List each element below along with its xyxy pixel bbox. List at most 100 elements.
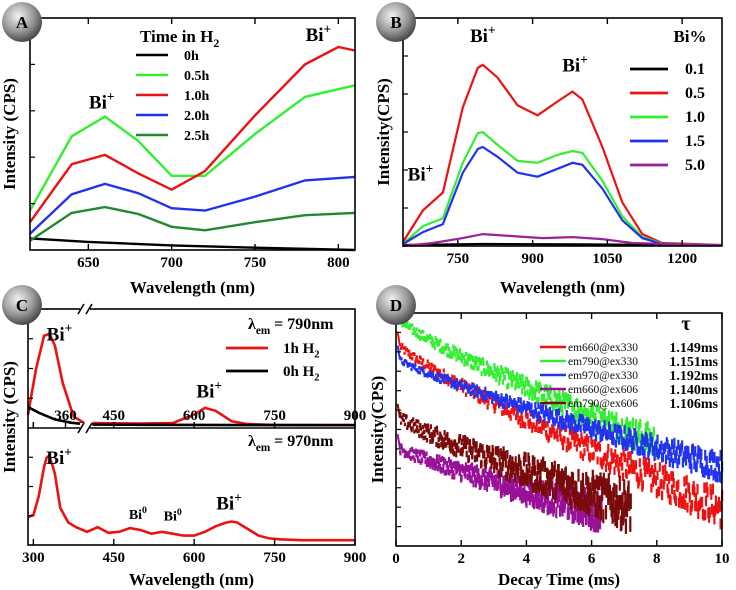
panel-d-point — [563, 488, 566, 501]
panel-d-point — [498, 469, 501, 478]
panel-b-ylabel: Intensity(CPS) — [374, 78, 393, 186]
panel-d-point — [415, 327, 418, 331]
panel-d-point — [670, 471, 673, 481]
panel-c-mid-xtick-label: 450 — [103, 408, 126, 424]
panel-d-point — [535, 492, 538, 503]
panel-d-point — [398, 343, 402, 347]
panel-d-point — [563, 436, 566, 444]
panel-d-point — [519, 377, 522, 384]
panel-d-point — [533, 409, 536, 416]
panel-d-point — [569, 441, 572, 449]
panel-d-point — [548, 416, 551, 424]
panel-d-point — [423, 454, 427, 459]
panel-d-point — [614, 449, 617, 458]
panel-d-point — [435, 454, 439, 460]
panel-d-point — [532, 482, 535, 493]
panel-d-point — [435, 441, 438, 447]
panel-badge-letter: C — [16, 296, 28, 315]
panel-d-point — [559, 434, 562, 442]
panel-d-point — [575, 481, 578, 495]
panel-d-point — [460, 474, 463, 481]
panel-d-point — [428, 461, 431, 466]
panel-d-point — [580, 480, 583, 494]
panel-a-annotation-0: Bi+ — [89, 89, 115, 114]
panel-d-point — [493, 363, 496, 369]
panel-d-point — [614, 423, 617, 432]
panel-d-point — [472, 480, 475, 488]
panel-d-point — [415, 453, 418, 458]
panel-d-point — [511, 456, 514, 466]
panel-d-point — [590, 492, 593, 506]
panel-d-point — [571, 511, 574, 524]
panel-d-point — [551, 410, 554, 418]
panel-d-legend-tau: 1.106ms — [669, 397, 718, 412]
panel-d-xtick-label: 4 — [523, 551, 531, 567]
panel-d-point — [449, 377, 452, 382]
panel-d-point — [419, 422, 422, 427]
panel-c-bottom-series-0 — [27, 453, 355, 542]
panel-d-point — [530, 402, 533, 410]
panel-d-point — [668, 457, 671, 468]
panel-d-point — [425, 363, 428, 368]
panel-d-point — [475, 360, 478, 365]
panel-d-point — [488, 371, 491, 377]
panel-d-point — [592, 518, 595, 532]
panel-d-point — [591, 507, 594, 522]
panel-d-point — [566, 413, 569, 421]
panel-d-point — [581, 415, 585, 423]
panel-c-top-series-2 — [27, 405, 85, 426]
panel-d-point — [501, 368, 504, 374]
panel-d-point — [625, 470, 628, 479]
panel-d-point — [460, 352, 463, 358]
panel-d-point — [648, 458, 651, 468]
panel-d-point — [438, 443, 441, 449]
panel-d-point — [566, 401, 570, 409]
panel-d-point — [521, 373, 524, 380]
panel-b-legend-label: 0.1 — [685, 61, 705, 78]
panel-d-point — [538, 381, 541, 388]
panel-d-point — [624, 490, 627, 506]
panel-d-point — [665, 471, 668, 481]
panel-b-legend-label: 5.0 — [685, 157, 705, 174]
panel-d-point — [413, 366, 416, 370]
panel-d-point — [569, 477, 572, 490]
panel-badge-circle — [376, 285, 416, 325]
panel-d-point — [454, 443, 457, 450]
panel-d-point — [492, 447, 495, 456]
panel-d-point — [558, 490, 561, 502]
panel-d-point — [475, 476, 478, 484]
panel-d-point — [453, 375, 456, 380]
panel-d-point — [487, 450, 490, 458]
panel-d-point — [446, 461, 449, 467]
panel-d-point — [626, 458, 629, 467]
panel-d-point — [544, 410, 547, 417]
panel-d-point — [441, 455, 444, 462]
panel-d-point — [511, 491, 515, 502]
panel-d-point — [419, 426, 422, 431]
panel-d-point — [511, 406, 515, 412]
panel-d-legend-label: em660@ex330 — [568, 342, 638, 354]
panel-d-point — [698, 447, 701, 458]
panel-d-point — [550, 462, 554, 474]
panel-d-point — [508, 411, 511, 417]
panel-d-point — [468, 356, 471, 362]
panel-badge-letter: B — [390, 13, 401, 32]
panel-d-point — [652, 469, 655, 479]
panel-d-point — [607, 490, 610, 505]
panel-d-point — [414, 422, 417, 426]
panel-d-point — [450, 439, 453, 446]
panel-d-point — [430, 374, 433, 379]
panel-b-series-5.0 — [402, 232, 723, 248]
panel-d-point — [501, 379, 505, 385]
panel-d-point — [448, 456, 451, 463]
panel-d-point — [496, 366, 499, 372]
panel-d-point — [598, 497, 602, 511]
panel-d-point — [603, 420, 606, 429]
panel-d-point — [538, 415, 541, 423]
panel-d-point — [585, 500, 588, 514]
panel-d-point — [600, 494, 603, 509]
panel-d-point — [411, 426, 414, 431]
panel-d-point — [501, 458, 505, 467]
panel-d-point — [564, 466, 567, 479]
panel-d-point — [553, 390, 556, 398]
